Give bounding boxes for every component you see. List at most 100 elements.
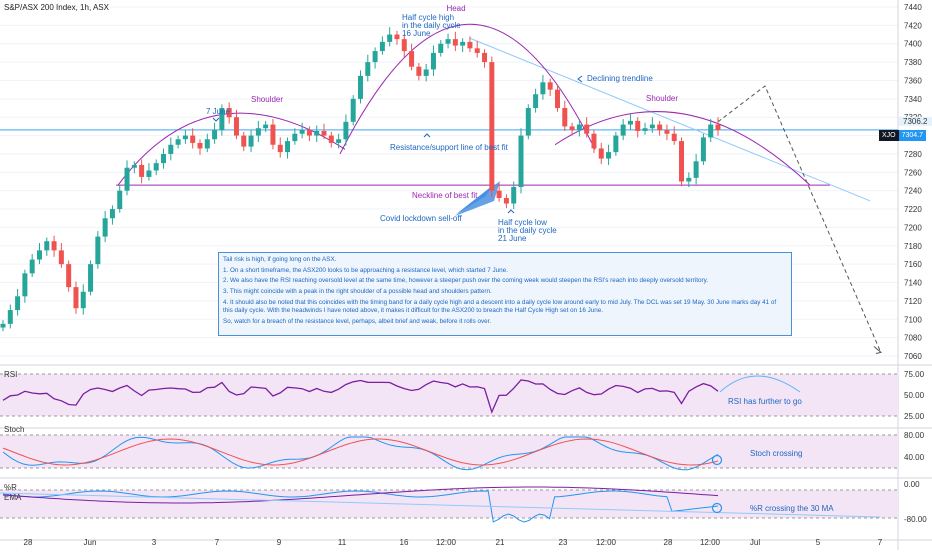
resistance-price-box — [899, 116, 932, 126]
price-tick-label: 7220 — [904, 205, 922, 214]
stoch-note: Stoch crossing — [750, 449, 802, 458]
price-tick-label: 7440 — [904, 3, 922, 12]
candle-body — [430, 52, 436, 70]
candle-body — [686, 177, 692, 182]
candle-body — [285, 141, 291, 153]
candle-body — [153, 163, 159, 171]
candle-body — [270, 124, 276, 145]
candle-body — [109, 209, 115, 219]
candle-body — [175, 139, 181, 145]
candle-body — [36, 250, 42, 260]
stoch-band — [0, 435, 898, 468]
candle-body — [496, 190, 502, 199]
candle-body — [584, 124, 590, 134]
candle-body — [336, 139, 342, 143]
candle-body — [102, 218, 108, 237]
candle-body — [409, 51, 415, 67]
candle-body — [452, 39, 458, 46]
note-line: 4. It should also be noted that this coi… — [223, 298, 777, 314]
wr-tick: 0.00 — [904, 480, 920, 489]
price-tick-label: 7380 — [904, 58, 922, 67]
price-tick-label: 7200 — [904, 223, 922, 232]
candle-body — [248, 135, 254, 147]
half-cycle-low-label: in the daily cycle — [498, 226, 557, 235]
candle-body — [438, 43, 444, 53]
resistance-marker — [423, 133, 431, 138]
candle-body — [204, 139, 210, 149]
price-tick-label: 7060 — [904, 352, 922, 361]
stoch-label: Stoch — [4, 425, 24, 434]
candle-body — [445, 39, 451, 44]
candle-body — [0, 323, 6, 328]
price-tick-label: 7280 — [904, 150, 922, 159]
candle-body — [562, 108, 568, 127]
candle-body — [613, 135, 619, 153]
candle-body — [66, 264, 72, 288]
last-price-tag: XJO 7304.7 — [879, 124, 927, 141]
rsi-label: RSI — [4, 370, 17, 379]
candle-body — [679, 141, 685, 182]
price-tick-label: 7120 — [904, 297, 922, 306]
june7-label: 7 June — [206, 107, 231, 116]
left-shoulder-arc — [117, 112, 346, 186]
candle-body — [511, 187, 517, 204]
half-cycle-high-label: in the daily cycle — [402, 21, 461, 30]
candle-body — [576, 124, 582, 131]
price-tick-label: 7420 — [904, 21, 922, 30]
candle-body — [124, 167, 130, 191]
candle-body — [591, 133, 597, 149]
candle-body — [139, 164, 145, 177]
rsi-projection — [719, 375, 801, 393]
candle-body — [657, 124, 663, 131]
candle-body — [365, 62, 371, 76]
candle-body — [219, 108, 225, 131]
price-tick-label: 7400 — [904, 40, 922, 49]
candle-body — [525, 108, 531, 136]
price-tick-label: 7080 — [904, 334, 922, 343]
time-tick-label: 23 — [559, 538, 568, 547]
time-tick-label: 11 — [338, 538, 347, 547]
candle-body — [73, 287, 79, 309]
candle-body — [88, 264, 94, 292]
time-tick-label: 16 — [400, 538, 409, 547]
time-tick-label: 21 — [496, 538, 505, 547]
candle-body — [547, 82, 553, 90]
rsi-tick: 50.00 — [904, 391, 925, 400]
candle-body — [387, 34, 393, 42]
price-tick-label: 7260 — [904, 168, 922, 177]
candle-body — [131, 164, 137, 168]
stoch-tick: 40.00 — [904, 453, 925, 462]
candle-body — [182, 135, 188, 140]
candle-body — [423, 69, 429, 76]
note-line: 2. We also have the RSI reaching oversol… — [223, 277, 709, 285]
covid-arrow-head — [455, 181, 500, 216]
candle-body — [233, 117, 239, 136]
candle-body — [569, 126, 575, 131]
projection-arrowhead — [873, 346, 883, 354]
price-tick-label: 7160 — [904, 260, 922, 269]
candle-body — [241, 135, 247, 147]
candle-body — [503, 198, 509, 204]
candle-body — [627, 120, 633, 125]
note-line: 3. This might coincide with a peak in th… — [223, 288, 492, 296]
time-tick-label: Jun — [84, 538, 97, 547]
time-tick-label: 9 — [277, 538, 282, 547]
candle-body — [482, 52, 488, 63]
chart-title: S&P/ASX 200 Index, 1h, ASX — [4, 3, 109, 12]
neckline-label: Neckline of best fit — [412, 191, 478, 200]
price-tick-label: 7360 — [904, 76, 922, 85]
wr-label: %R — [4, 483, 17, 492]
candle-body — [190, 135, 196, 143]
candle-body — [635, 120, 641, 131]
candle-body — [44, 241, 50, 251]
stoch-cross-marker — [711, 454, 723, 466]
wr-tick: -80.00 — [904, 515, 927, 524]
head-arc — [339, 23, 596, 155]
candle-body — [306, 130, 312, 136]
candle-body — [314, 130, 320, 136]
half-cycle-high-label: 16 June — [402, 29, 431, 38]
projection-path — [717, 85, 881, 351]
